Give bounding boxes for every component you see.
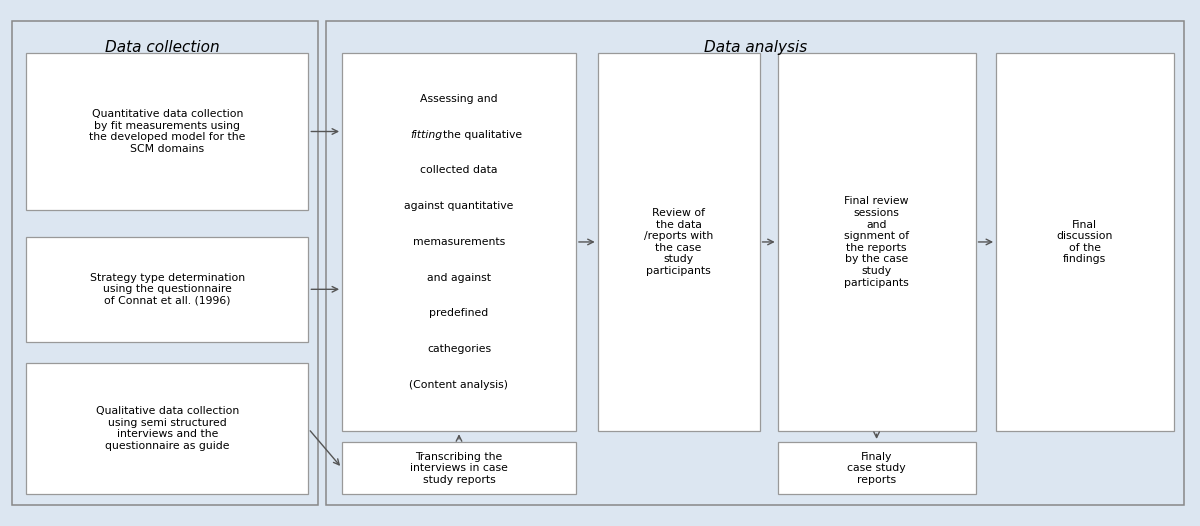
Text: Data analysis: Data analysis [704, 40, 808, 55]
Text: Quantitative data collection
by fit measurements using
the developed model for t: Quantitative data collection by fit meas… [89, 109, 246, 154]
FancyBboxPatch shape [342, 442, 576, 494]
Text: against quantitative: against quantitative [404, 201, 514, 211]
Text: Finaly
case study
reports: Finaly case study reports [847, 451, 906, 485]
FancyBboxPatch shape [778, 53, 976, 431]
Text: and against: and against [427, 272, 491, 283]
FancyBboxPatch shape [326, 21, 1184, 505]
Text: Qualitative data collection
using semi structured
interviews and the
questionnai: Qualitative data collection using semi s… [96, 406, 239, 451]
FancyBboxPatch shape [26, 53, 308, 210]
Text: predefined: predefined [430, 308, 488, 319]
Text: Assessing and: Assessing and [420, 94, 498, 104]
Text: Data collection: Data collection [104, 40, 220, 55]
Text: Final
discussion
of the
findings: Final discussion of the findings [1057, 219, 1112, 265]
FancyBboxPatch shape [598, 53, 760, 431]
Text: Strategy type determination
using the questionnaire
of Connat et all. (1996): Strategy type determination using the qu… [90, 272, 245, 306]
FancyBboxPatch shape [778, 442, 976, 494]
Text: Transcribing the
interviews in case
study reports: Transcribing the interviews in case stud… [410, 451, 508, 485]
Text: the qualitative: the qualitative [443, 129, 522, 140]
Text: Review of
the data
/reports with
the case
study
participants: Review of the data /reports with the cas… [644, 208, 713, 276]
FancyBboxPatch shape [12, 21, 318, 505]
Text: (Content analysis): (Content analysis) [409, 380, 509, 390]
Text: memasurements: memasurements [413, 237, 505, 247]
Text: fitting: fitting [410, 129, 443, 140]
Text: Final review
sessions
and
signment of
the reports
by the case
study
participants: Final review sessions and signment of th… [844, 196, 910, 288]
FancyBboxPatch shape [342, 53, 576, 431]
FancyBboxPatch shape [26, 363, 308, 494]
Text: cathegories: cathegories [427, 344, 491, 355]
Text: collected data: collected data [420, 165, 498, 176]
FancyBboxPatch shape [26, 237, 308, 342]
FancyBboxPatch shape [996, 53, 1174, 431]
